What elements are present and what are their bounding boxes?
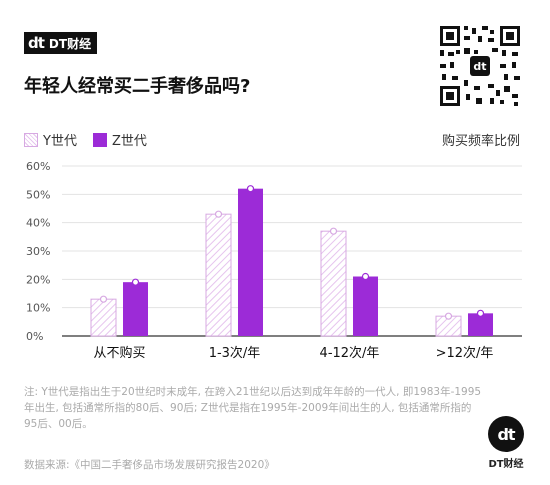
legend-swatch-z bbox=[92, 132, 107, 147]
bar-top-marker bbox=[476, 309, 485, 317]
y-tick-label: 10% bbox=[26, 302, 50, 315]
bar-z-generation bbox=[353, 276, 378, 336]
legend-item-y: Y世代 bbox=[24, 130, 77, 149]
page-title: 年轻人经常买二手奢侈品吗? bbox=[24, 76, 251, 97]
bar-top-marker bbox=[444, 312, 453, 320]
qr-code-icon: dt bbox=[438, 24, 522, 108]
bar-top-marker bbox=[131, 278, 140, 286]
x-tick-label: 4-12次/年 bbox=[320, 345, 380, 361]
legend-label-y: Y世代 bbox=[43, 134, 77, 149]
x-tick-label: 从不购买 bbox=[93, 345, 145, 361]
svg-text:dt: dt bbox=[473, 60, 486, 73]
data-source: 数据来源:《中国二手奢侈品市场发展研究报告2020》 bbox=[24, 459, 275, 471]
dt-corner-logo-icon: dt bbox=[488, 416, 524, 452]
bar-y-generation bbox=[320, 230, 347, 337]
y-tick-label: 30% bbox=[26, 245, 50, 258]
brand-name: DT财经 bbox=[48, 36, 92, 51]
bar-y-generation bbox=[205, 213, 232, 337]
y-tick-label: 0% bbox=[26, 330, 43, 343]
dt-logo-icon: dt bbox=[28, 34, 45, 52]
bar-top-marker bbox=[329, 227, 338, 235]
chart-legend: Y世代 Z世代 bbox=[24, 130, 147, 149]
y-tick-label: 60% bbox=[26, 160, 50, 173]
corner-logo-name: DT财经 bbox=[488, 459, 524, 470]
brand-badge: dt DT财经 bbox=[24, 32, 98, 54]
bar-chart: 0% 10% 20% 30% 40% 50% 60% 从不购买 1-3次/年 4-12次/年 >1… bbox=[26, 160, 522, 361]
unit-label: 购买频率比例 bbox=[441, 134, 520, 149]
legend-item-z: Z世代 bbox=[92, 130, 147, 149]
corner-logo: dt DT财经 bbox=[482, 416, 530, 470]
x-tick-label: >12次/年 bbox=[436, 345, 494, 361]
y-tick-label: 50% bbox=[26, 188, 50, 201]
bar-top-marker bbox=[246, 185, 255, 193]
bar-y-generation bbox=[90, 298, 117, 337]
footnote: 注: Y世代是指出生于20世纪时末成年, 在跨入21世纪以后达到成年年龄的一代人… bbox=[24, 386, 482, 430]
bar-top-marker bbox=[99, 295, 108, 303]
bar-top-marker bbox=[214, 210, 223, 218]
bar-z-generation bbox=[238, 188, 263, 336]
brand: dt DT财经 bbox=[24, 32, 98, 54]
bar-z-generation bbox=[123, 282, 148, 336]
bar-z-generation bbox=[468, 313, 493, 336]
y-tick-label: 40% bbox=[26, 217, 50, 230]
bar-top-marker bbox=[361, 272, 370, 281]
y-tick-label: 20% bbox=[26, 273, 50, 286]
x-tick-label: 1-3次/年 bbox=[209, 345, 261, 361]
legend-swatch-y bbox=[24, 132, 38, 147]
legend-label-z: Z世代 bbox=[111, 134, 147, 149]
